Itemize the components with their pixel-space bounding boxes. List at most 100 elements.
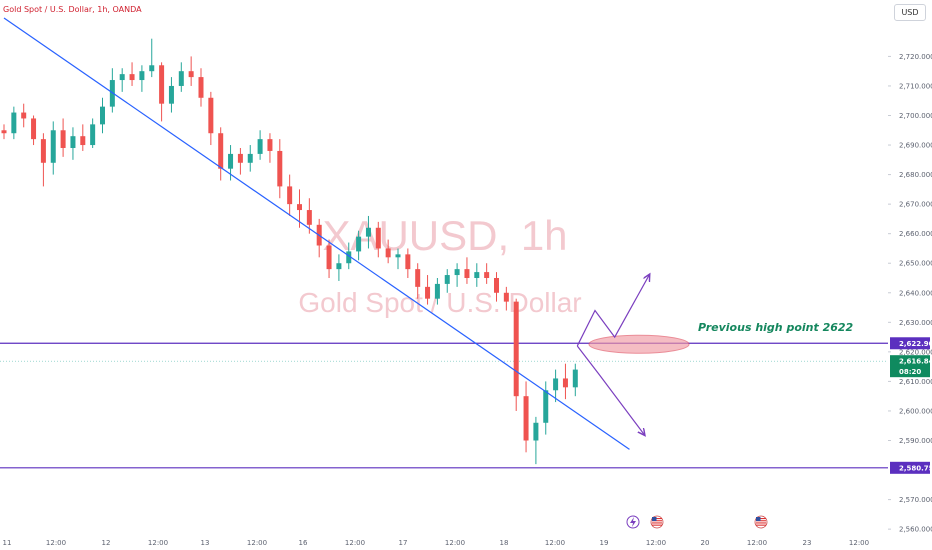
y-tick-label: 2,560.000	[899, 526, 932, 534]
support-price-tag: 2,580.758	[899, 464, 932, 472]
candle-body	[277, 150, 283, 187]
candle-body	[90, 124, 96, 146]
x-tick-label: 12:00	[747, 539, 767, 547]
x-tick-label: 16	[299, 539, 308, 547]
candle-body	[70, 136, 76, 148]
candle-body	[553, 378, 559, 391]
bullish-projection-arrow	[576, 275, 649, 347]
x-tick-label: 23	[803, 539, 812, 547]
candle-body	[188, 71, 194, 78]
candle-body	[513, 301, 519, 397]
candle-body	[326, 245, 332, 270]
candle-body	[365, 227, 371, 237]
candle-body	[159, 65, 165, 104]
candle-body	[267, 139, 273, 151]
event-markers[interactable]	[626, 515, 768, 529]
candle-body	[100, 106, 105, 125]
candle-body	[346, 251, 352, 264]
resistance-price-tag: 2,622.908	[899, 340, 932, 348]
candle-body	[129, 74, 135, 81]
candle-body	[336, 263, 342, 270]
x-tick-label: 13	[201, 539, 210, 547]
us-flag-event-icon-2	[754, 515, 768, 529]
y-tick-label: 2,570.000	[899, 496, 932, 504]
y-tick-label: 2,640.000	[899, 289, 932, 297]
x-tick-label: 12:00	[148, 539, 168, 547]
horizontal-levels[interactable]	[0, 334, 888, 469]
trendline[interactable]	[3, 17, 630, 450]
time-axis[interactable]: 11 12:00 12 12:00 13 12:00 16 12:00 17 12:00 18 12:…	[3, 539, 870, 547]
resistance-price-tag-bg	[890, 337, 930, 350]
candle-body	[237, 153, 243, 163]
candle-body	[297, 204, 302, 211]
x-tick-label: 12:00	[345, 539, 365, 547]
candle-body	[356, 236, 362, 252]
x-tick-label: 12:00	[247, 539, 267, 547]
y-tick-label: 2,610.000	[899, 378, 932, 386]
projection-arrows[interactable]	[576, 275, 649, 435]
x-tick-label: 17	[399, 539, 408, 547]
current-price-tag: 2,616.845	[899, 358, 932, 366]
candle-body	[562, 378, 568, 388]
flag-stripe	[652, 518, 662, 520]
x-tick-label: 12:00	[849, 539, 869, 547]
candle-body	[484, 272, 490, 278]
price-axis[interactable]: 2,720.000 2,710.000 2,700.000 2,690.000 2,68…	[888, 53, 932, 534]
descending-trendline	[3, 17, 630, 450]
candle-body	[572, 369, 578, 388]
candle-body	[454, 269, 460, 276]
support-price-tag-bg	[890, 461, 930, 474]
candle-body	[119, 74, 125, 81]
y-tick-label: 2,620.000	[899, 348, 932, 356]
flag-stripe	[652, 520, 662, 522]
flag-canton	[652, 517, 657, 521]
candle-body	[218, 133, 224, 169]
candle-body	[464, 269, 470, 278]
flag-stripe	[756, 520, 766, 522]
x-tick-label: 12:00	[545, 539, 565, 547]
candle-body	[80, 136, 86, 146]
y-tick-label: 2,670.000	[899, 201, 932, 209]
flag-stripe	[756, 518, 766, 520]
current-price-tag-timer: 08:20	[899, 368, 921, 376]
candle-body	[503, 292, 509, 302]
candle-body	[198, 77, 204, 98]
y-tick-label: 2,710.000	[899, 82, 932, 90]
y-tick-label: 2,690.000	[899, 142, 932, 150]
candle-body	[11, 112, 17, 134]
candle-body	[178, 71, 184, 86]
candle-body	[31, 118, 37, 140]
candle-body	[50, 130, 56, 163]
watermark-symbol: XAUUSD, 1h	[322, 212, 567, 259]
y-tick-label: 2,630.000	[899, 319, 932, 327]
current-price-tag-bg	[890, 355, 930, 378]
x-tick-label: 12	[102, 539, 111, 547]
candle-body	[415, 269, 421, 287]
candle-body	[405, 254, 411, 270]
x-tick-label: 12:00	[46, 539, 66, 547]
us-flag-event-icon	[650, 515, 664, 529]
candle-body	[306, 210, 312, 225]
highlight-zone	[588, 334, 690, 354]
candle-body	[385, 248, 391, 258]
candlestick-series	[1, 38, 578, 465]
candle-body	[434, 283, 440, 299]
lightning-glyph	[630, 517, 636, 527]
y-tick-label: 2,680.000	[899, 171, 932, 179]
flag-canton	[756, 517, 761, 521]
candle-body	[257, 139, 263, 154]
watermark-description: Gold Spot / U.S. Dollar	[298, 287, 581, 318]
candle-body	[247, 153, 253, 163]
candle-body	[208, 97, 214, 134]
currency-button[interactable]: USD	[894, 4, 926, 21]
flag-stripe	[756, 524, 766, 526]
candle-body	[425, 286, 431, 299]
candle-body	[543, 390, 549, 423]
candle-body	[474, 272, 480, 278]
candle-body	[168, 85, 174, 104]
flag-stripe	[652, 522, 662, 524]
y-tick-label: 2,720.000	[899, 53, 932, 61]
y-tick-label: 2,590.000	[899, 437, 932, 445]
flag-stripe	[756, 522, 766, 524]
